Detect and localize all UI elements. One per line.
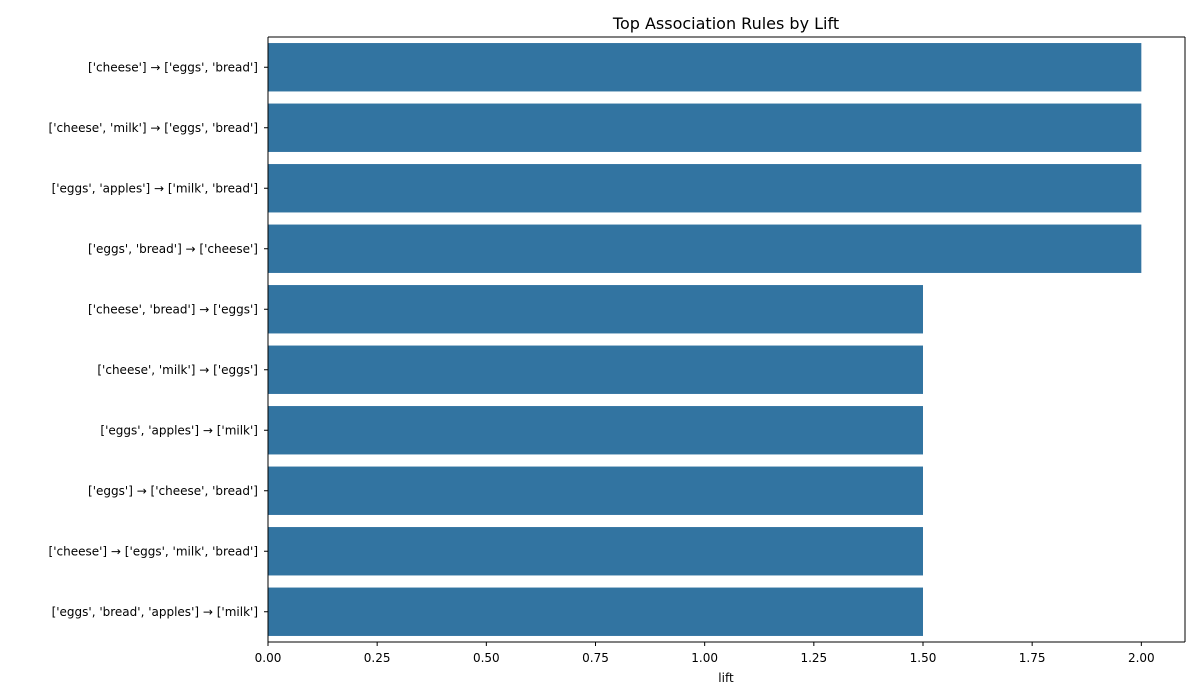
y-tick-label-8: ['cheese'] → ['eggs', 'milk', 'bread'] <box>49 544 258 558</box>
y-tick-label-6: ['eggs', 'apples'] → ['milk'] <box>100 423 258 437</box>
y-tick-labels: ['cheese'] → ['eggs', 'bread'] ['cheese',… <box>49 60 268 619</box>
bar-7 <box>268 466 923 515</box>
x-tick-label-7: 1.75 <box>1019 651 1046 665</box>
y-tick-label-9: ['eggs', 'bread', 'apples'] → ['milk'] <box>52 605 258 619</box>
x-axis-label: lift <box>718 671 734 685</box>
bar-3 <box>268 224 1142 273</box>
y-tick-label-0: ['cheese'] → ['eggs', 'bread'] <box>88 60 258 74</box>
x-tick-label-2: 0.50 <box>473 651 500 665</box>
y-tick-label-7: ['eggs'] → ['cheese', 'bread'] <box>88 484 258 498</box>
x-tick-label-8: 2.00 <box>1128 651 1155 665</box>
bar-4 <box>268 285 923 334</box>
x-tick-label-6: 1.50 <box>910 651 937 665</box>
y-tick-label-3: ['eggs', 'bread'] → ['cheese'] <box>88 242 258 256</box>
x-tick-label-1: 0.25 <box>364 651 391 665</box>
bars-group <box>268 43 1142 636</box>
bar-2 <box>268 164 1142 213</box>
chart-title: Top Association Rules by Lift <box>612 14 839 33</box>
x-tick-label-5: 1.25 <box>800 651 827 665</box>
bar-0 <box>268 43 1142 92</box>
bar-6 <box>268 406 923 455</box>
y-tick-label-5: ['cheese', 'milk'] → ['eggs'] <box>97 363 258 377</box>
y-tick-label-4: ['cheese', 'bread'] → ['eggs'] <box>88 302 258 316</box>
bar-1 <box>268 103 1142 152</box>
x-tick-label-3: 0.75 <box>582 651 609 665</box>
x-ticks: 0.00 0.25 0.50 0.75 1.00 1.25 1.50 1.75 2.00 <box>255 642 1155 665</box>
x-tick-label-0: 0.00 <box>255 651 282 665</box>
bar-8 <box>268 527 923 576</box>
y-tick-label-2: ['eggs', 'apples'] → ['milk', 'bread'] <box>52 181 258 195</box>
y-tick-label-1: ['cheese', 'milk'] → ['eggs', 'bread'] <box>49 121 258 135</box>
x-tick-label-4: 1.00 <box>691 651 718 665</box>
bar-5 <box>268 345 923 394</box>
bar-9 <box>268 587 923 636</box>
